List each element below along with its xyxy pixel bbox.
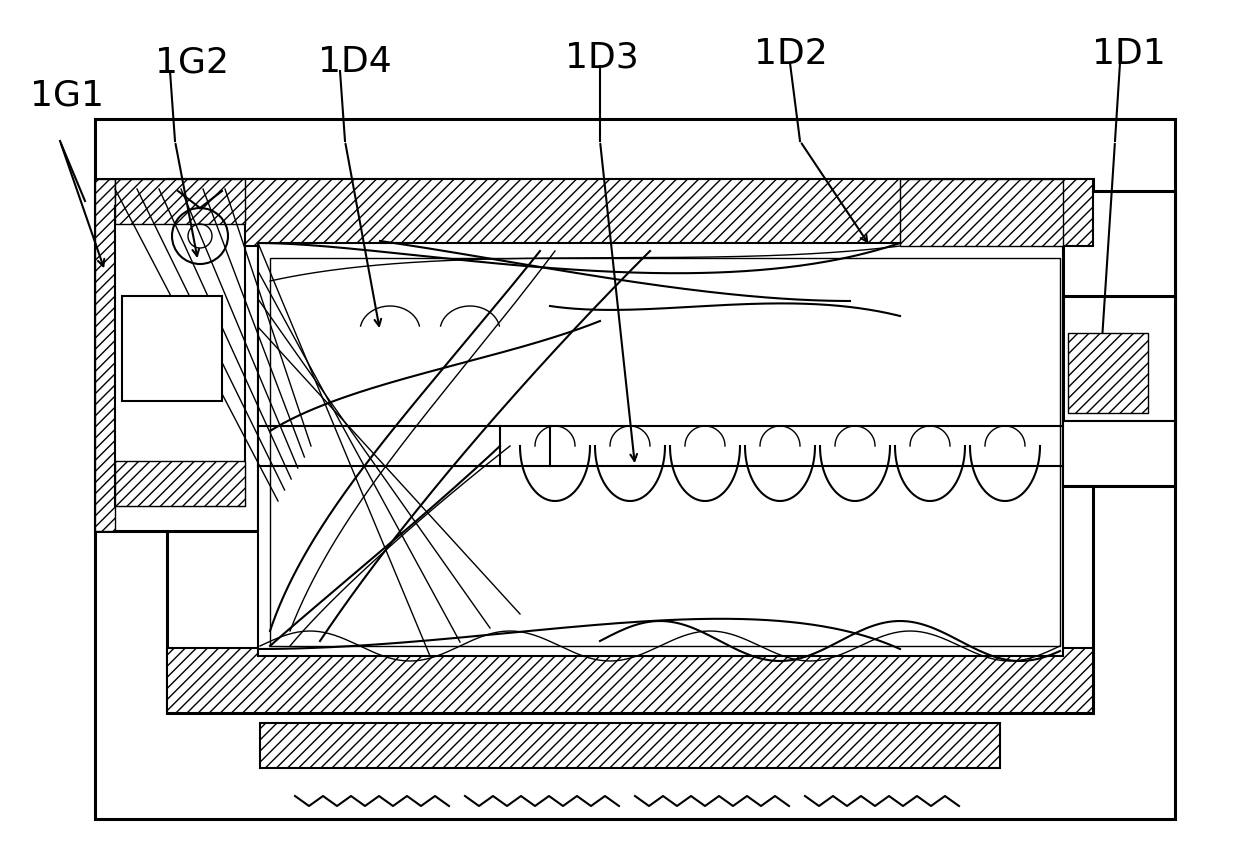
- Bar: [1063, 297, 1176, 422]
- Bar: [95, 120, 1176, 819]
- Bar: [167, 180, 1092, 247]
- Bar: [270, 258, 1060, 647]
- Bar: [115, 207, 246, 506]
- Bar: [95, 180, 258, 531]
- Bar: [115, 180, 246, 225]
- Bar: [95, 180, 115, 531]
- Text: 1D4: 1D4: [317, 45, 392, 79]
- Text: 1G2: 1G2: [155, 45, 229, 79]
- Text: 1D3: 1D3: [565, 40, 639, 74]
- Bar: [258, 244, 1063, 656]
- Bar: [122, 297, 222, 401]
- Text: 1D1: 1D1: [1092, 37, 1166, 71]
- Bar: [115, 461, 246, 506]
- Bar: [1068, 333, 1148, 413]
- Bar: [1063, 192, 1176, 486]
- Text: 1G1: 1G1: [30, 77, 104, 112]
- Bar: [167, 180, 1092, 713]
- Bar: [260, 723, 999, 768]
- Text: 1D2: 1D2: [754, 37, 828, 71]
- Bar: [900, 180, 1063, 247]
- Bar: [1063, 422, 1176, 486]
- Bar: [500, 426, 551, 467]
- Bar: [167, 648, 1092, 713]
